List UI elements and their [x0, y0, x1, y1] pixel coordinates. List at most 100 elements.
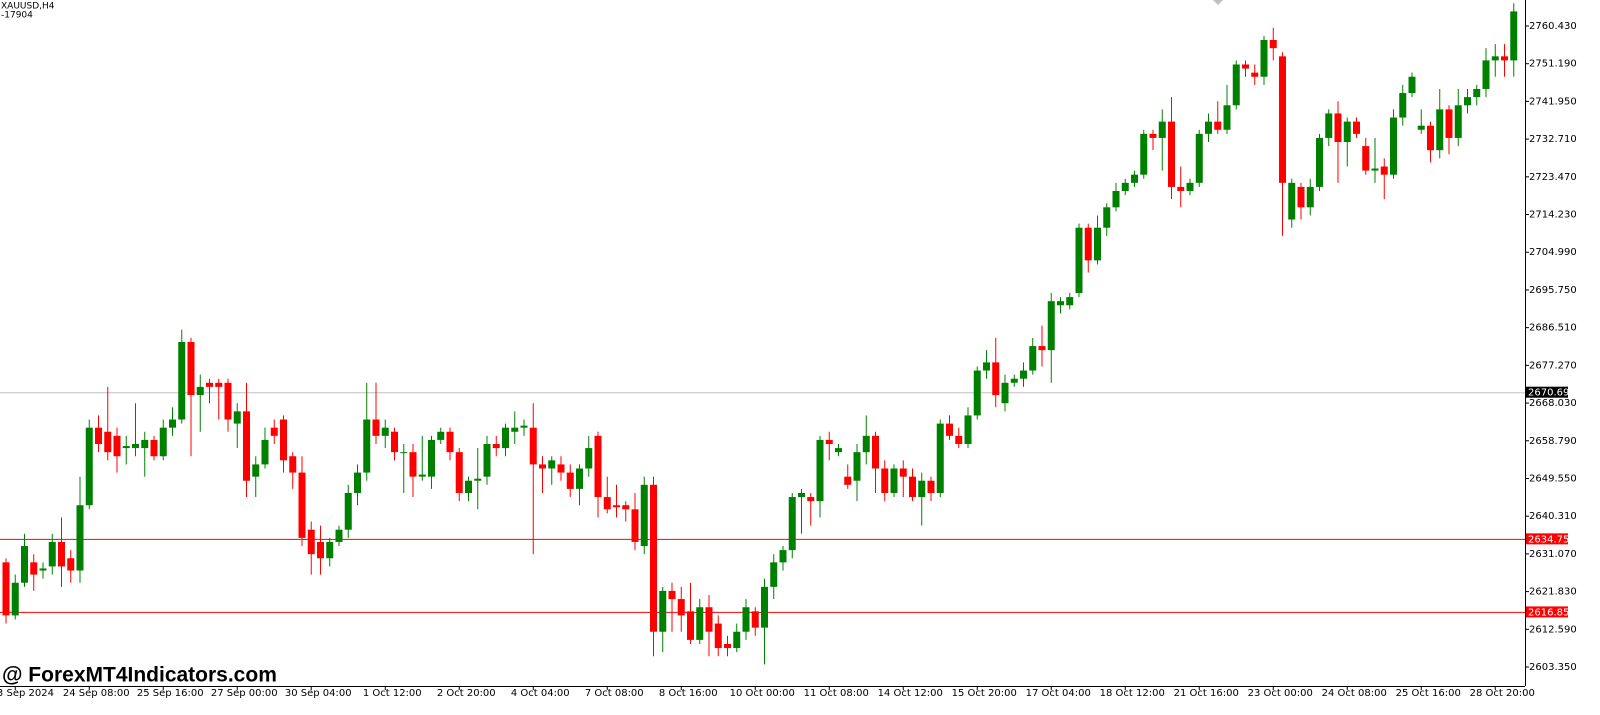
candle-body — [317, 541, 324, 559]
candle-body — [67, 558, 75, 571]
candle-body — [1195, 133, 1203, 183]
y-tick-label: 2714.230 — [1529, 210, 1577, 221]
candle-body — [1103, 207, 1111, 228]
candle-body — [409, 452, 417, 477]
candle-body — [1399, 93, 1407, 118]
candle-body — [1047, 301, 1055, 351]
candle-body — [511, 427, 519, 432]
candle-body — [465, 480, 472, 493]
candle-body — [992, 362, 1000, 396]
candle-body — [224, 382, 232, 420]
candle-body — [76, 505, 84, 571]
candle-body — [1436, 109, 1444, 151]
candle-body — [733, 631, 741, 649]
candle-body — [816, 439, 824, 502]
x-tick-label: 23 Sep 2024 — [0, 688, 54, 699]
candle-body — [761, 586, 768, 628]
y-tick-label: 2686.510 — [1529, 323, 1577, 334]
shift-marker — [1213, 0, 1223, 5]
candle-body — [585, 448, 593, 469]
candle-body — [1260, 39, 1268, 77]
candle-body — [1445, 109, 1453, 138]
x-tick-label: 4 Oct 04:00 — [511, 688, 570, 699]
candle-body — [899, 468, 907, 477]
candle-body — [1001, 382, 1009, 404]
candle-body — [252, 464, 260, 477]
price-label-box — [1526, 533, 1568, 545]
candle-body — [261, 439, 269, 465]
candle-body — [964, 415, 972, 445]
candle-body — [1140, 133, 1148, 175]
candle-body — [714, 623, 722, 649]
annotation: -17904 — [1, 11, 33, 21]
candle-body — [548, 460, 556, 469]
candle-body — [39, 568, 47, 571]
candle-body — [705, 607, 713, 632]
candle-body — [141, 439, 149, 449]
candle-body — [788, 497, 796, 551]
candle-body — [1223, 105, 1231, 130]
candle-body — [1177, 186, 1185, 191]
y-tick-label: 2621.830 — [1529, 587, 1577, 598]
candle-body — [576, 468, 583, 489]
candle-body — [1501, 56, 1508, 61]
candle-body — [835, 448, 842, 453]
candle-body — [243, 411, 250, 481]
candle-body — [1343, 121, 1351, 143]
candle-body — [696, 607, 704, 640]
candle-body — [622, 505, 630, 510]
candle-body — [1380, 166, 1388, 175]
candle-body — [927, 480, 935, 493]
candle-body — [206, 382, 213, 387]
y-tick-label: 2695.750 — [1529, 285, 1577, 296]
candle-body — [1066, 297, 1074, 306]
candle-body — [853, 452, 861, 481]
candle-body — [594, 435, 602, 498]
x-tick-label: 28 Oct 20:00 — [1470, 688, 1535, 699]
y-tick-label: 2603.350 — [1529, 662, 1577, 673]
x-tick-label: 8 Oct 16:00 — [659, 688, 718, 699]
candle-body — [779, 550, 787, 563]
y-tick-label: 2732.710 — [1529, 134, 1577, 145]
candle-body — [566, 472, 574, 489]
candle-body — [289, 456, 297, 473]
candle-body — [280, 419, 287, 461]
y-tick-label: 2704.990 — [1529, 247, 1577, 258]
candle-body — [150, 439, 158, 457]
candle-body — [1510, 11, 1518, 61]
candle-body — [1131, 174, 1138, 183]
candle-body — [492, 444, 500, 449]
candle-body — [169, 419, 176, 428]
price-label-box — [1526, 386, 1568, 398]
candle-body — [529, 427, 537, 465]
candle-body — [1057, 301, 1064, 306]
candle-body — [918, 480, 926, 498]
candle-body — [603, 497, 611, 510]
y-tick-label: 2658.790 — [1529, 436, 1577, 447]
candle-body — [437, 431, 445, 440]
y-tick-label: 2649.550 — [1529, 473, 1577, 484]
candle-body — [890, 468, 898, 493]
price-label-box — [1526, 606, 1568, 618]
candle-body — [1121, 182, 1129, 191]
candle-body — [381, 427, 389, 436]
candle-body — [825, 439, 833, 445]
x-tick-label: 15 Oct 20:00 — [952, 688, 1017, 699]
candle-body — [1371, 168, 1379, 171]
candle-body — [474, 478, 482, 481]
candle-body — [1186, 182, 1194, 191]
x-tick-label: 24 Sep 08:00 — [63, 688, 130, 699]
candle-body — [2, 562, 10, 616]
candle-body — [909, 476, 916, 498]
candle-body — [335, 529, 343, 542]
candle-body — [233, 411, 241, 424]
candle-body — [881, 468, 889, 493]
candle-body — [1075, 227, 1083, 294]
candle-body — [640, 484, 648, 547]
candle-body — [1362, 146, 1370, 171]
candle-body — [363, 419, 371, 473]
candle-body — [1390, 117, 1397, 175]
candle-body — [983, 362, 990, 371]
candle-body — [215, 382, 223, 387]
